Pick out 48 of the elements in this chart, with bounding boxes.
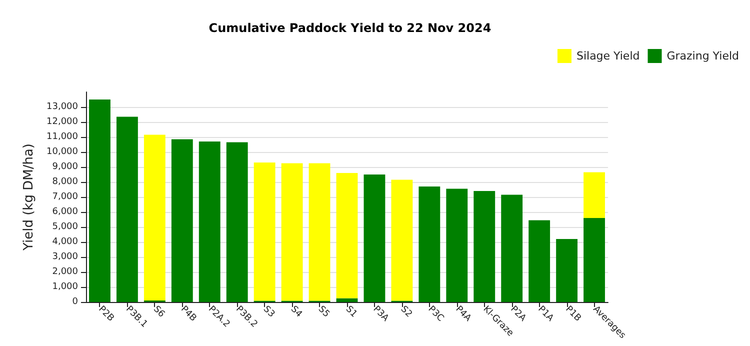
y-axis-title: Yield (kg DM/ha) (22, 144, 37, 252)
y-tick-label: 6,000 (52, 207, 78, 217)
bar (556, 239, 578, 302)
x-tick-label: P1B (563, 304, 583, 324)
x-tick-label: S3 (261, 304, 276, 320)
x-tick-label: S5 (316, 304, 332, 320)
bar (116, 116, 138, 302)
y-tick-label: 4,000 (52, 237, 78, 247)
y-tick-label: 7,000 (52, 192, 78, 202)
x-tick-label: S2 (398, 304, 414, 320)
y-tick-label: 1,000 (52, 282, 78, 292)
bar (171, 139, 193, 302)
bar (198, 142, 220, 302)
x-tick-label: S6 (151, 304, 166, 320)
bar (501, 194, 523, 302)
y-tick-label: 2,000 (52, 267, 78, 277)
y-tick-label: 13,000 (46, 102, 78, 112)
x-tick-label: P4B (178, 304, 198, 324)
bar (226, 142, 248, 302)
bar (336, 298, 358, 302)
y-tick-label: 3,000 (52, 252, 78, 262)
bar (89, 100, 110, 302)
chart-title: Cumulative Paddock Yield to 22 Nov 2024 (208, 21, 492, 35)
bar (144, 134, 166, 300)
bar (281, 163, 303, 301)
x-tick-label: S1 (343, 304, 359, 320)
bar (474, 191, 496, 302)
y-tick-label: 5,000 (52, 222, 78, 232)
x-tick-label: S4 (288, 304, 304, 320)
bar (391, 180, 413, 301)
bar (254, 162, 276, 301)
bar (336, 173, 358, 298)
bar (584, 172, 605, 218)
legend-label: Grazing Yield (666, 50, 740, 62)
bar (418, 186, 440, 302)
x-tick-label: P2B (96, 304, 116, 324)
bar (584, 218, 605, 302)
y-tick-label: 12,000 (46, 117, 78, 127)
y-tick-label: 11,000 (46, 132, 78, 142)
y-tick-label: 9,000 (52, 162, 78, 172)
y-tick-label: 8,000 (52, 177, 78, 187)
bar (308, 163, 330, 301)
y-tick-label: 0 (72, 297, 78, 307)
legend-label: Silage Yield (576, 50, 640, 62)
bar (364, 174, 386, 302)
bar (446, 188, 468, 302)
bar (528, 220, 550, 302)
y-tick-label: 10,000 (46, 147, 78, 157)
